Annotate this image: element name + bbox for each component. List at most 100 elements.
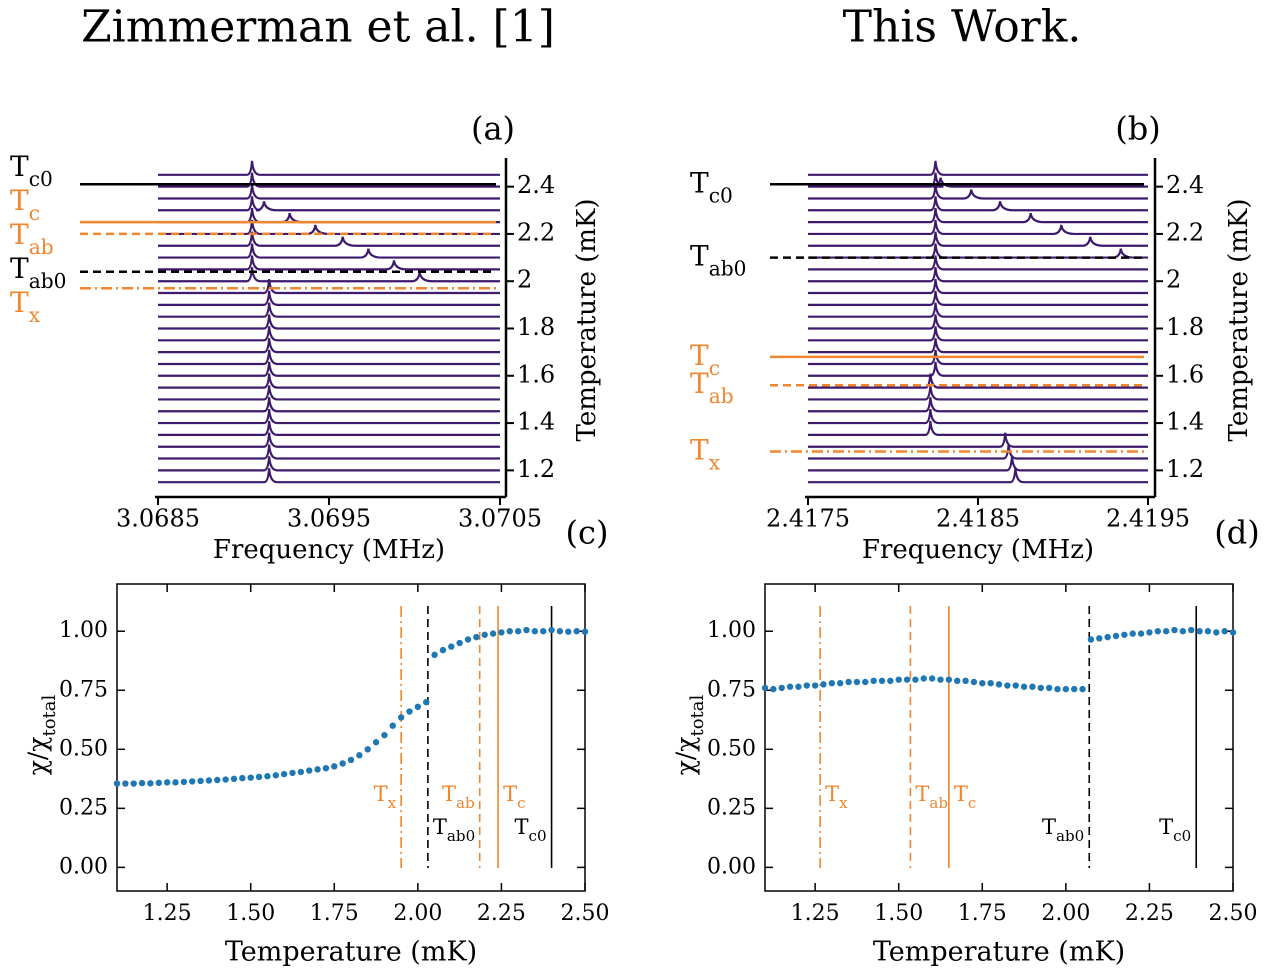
data-point — [903, 676, 911, 683]
data-point — [937, 676, 944, 683]
data-point — [1129, 630, 1136, 637]
data-point — [138, 779, 146, 787]
data-point — [214, 776, 221, 784]
data-point — [473, 633, 480, 641]
data-point — [1213, 629, 1220, 636]
spectrum-trace — [158, 397, 500, 413]
y-axis-label-subscript: total — [687, 694, 708, 736]
y-tick-label: 0.25 — [59, 795, 108, 820]
spectrum-trace — [158, 361, 500, 377]
spectrum-trace — [158, 338, 500, 354]
data-point — [770, 685, 777, 693]
marker-label: Tc0 — [514, 815, 546, 846]
panel-title: Zimmerman et al. [1] — [81, 2, 555, 53]
y-tick-label: 0.50 — [707, 736, 756, 761]
data-point — [397, 714, 405, 721]
x-tick-label: 3.0705 — [458, 505, 542, 533]
spectrum-trace — [808, 349, 1148, 366]
label-subscript: c0 — [29, 167, 53, 191]
data-point — [197, 777, 204, 785]
label-subscript: ab0 — [447, 827, 475, 845]
data-point — [1104, 633, 1111, 641]
plot-frame — [116, 583, 586, 892]
x-tick-label: 1.25 — [791, 901, 840, 926]
spectrum-trace — [808, 255, 1148, 271]
data-point — [381, 731, 388, 739]
label-symbol: T — [514, 815, 528, 839]
data-point — [1037, 684, 1044, 692]
spectrum-trace — [808, 184, 1148, 200]
label-symbol: T — [690, 433, 709, 466]
data-point — [920, 675, 927, 682]
y-axis-label: χ/χtotal — [23, 694, 60, 775]
data-point — [895, 676, 902, 683]
data-point — [406, 708, 413, 715]
label-subscript: c — [968, 794, 976, 812]
y-tick-label: 1.4 — [1166, 408, 1204, 436]
y-tick-label: 0.75 — [707, 677, 756, 702]
marker-label: Tc — [503, 782, 525, 813]
data-point — [795, 683, 802, 690]
spectrum-trace — [158, 408, 500, 425]
data-point — [1162, 628, 1170, 635]
data-point — [247, 774, 254, 781]
data-point — [1188, 626, 1195, 634]
label-symbol: T — [10, 218, 29, 251]
label-symbol: T — [433, 815, 447, 839]
marker-label: Tx — [374, 782, 397, 813]
marker-label: Tx — [10, 286, 41, 327]
spectrum-trace — [158, 196, 500, 212]
label-subscript: c0 — [709, 183, 733, 207]
data-point — [1171, 626, 1178, 634]
spectrum-trace — [158, 267, 500, 283]
data-point — [573, 628, 580, 635]
label-subscript: ab — [709, 384, 734, 408]
x-tick-label: 2.00 — [393, 901, 442, 926]
data-point — [540, 628, 547, 635]
data-point — [1079, 685, 1086, 693]
data-point — [1012, 682, 1019, 689]
spectrum-trace — [158, 373, 500, 389]
marker-label: Tab — [442, 782, 475, 813]
label-subscript: ab0 — [1056, 827, 1084, 845]
spectrum-trace — [158, 219, 500, 236]
data-point — [230, 775, 238, 783]
x-axis-label: Temperature (mK) — [225, 937, 477, 968]
y-tick-label: 2.4 — [1166, 171, 1204, 199]
x-tick-label: 1.50 — [226, 901, 275, 926]
y-axis-label-subscript: total — [39, 694, 60, 736]
x-axis-label: Frequency (MHz) — [213, 535, 445, 565]
y-tick-label: 1.4 — [517, 408, 555, 436]
label-symbol: T — [954, 782, 968, 806]
data-point — [1004, 682, 1011, 689]
marker-label: Tc — [954, 782, 976, 813]
marker-label: Tc — [690, 338, 720, 379]
y-tick-label: 0.00 — [59, 854, 108, 879]
spectrum-trace — [158, 444, 500, 460]
marker-label: Tab0 — [10, 252, 66, 293]
y-tick-label: 0.25 — [707, 795, 756, 820]
x-tick-label: 1.75 — [958, 901, 1007, 926]
spectrum-trace — [158, 172, 500, 188]
data-point — [297, 768, 305, 776]
data-point — [280, 770, 288, 778]
label-symbol: T — [690, 166, 709, 199]
data-point — [506, 628, 513, 635]
panel-label: (d) — [1214, 514, 1259, 552]
spectrum-trace — [808, 219, 1148, 236]
x-tick-label: 2.25 — [1125, 901, 1174, 926]
data-point — [239, 774, 246, 782]
label-symbol: T — [1159, 815, 1173, 839]
y-axis-label-main: χ/χ — [671, 737, 700, 776]
label-subscript: x — [839, 794, 848, 812]
y-tick-label: 1.2 — [1166, 455, 1204, 483]
marker-label: Tc0 — [690, 166, 733, 207]
data-point — [912, 676, 919, 683]
data-point — [1121, 631, 1128, 638]
x-axis-label: Frequency (MHz) — [862, 535, 1094, 565]
spectrum-trace — [158, 456, 500, 472]
spectrum-trace — [808, 420, 1148, 436]
data-point — [414, 703, 422, 710]
x-tick-label: 2.50 — [1209, 901, 1258, 926]
panel-label: (a) — [471, 110, 515, 148]
